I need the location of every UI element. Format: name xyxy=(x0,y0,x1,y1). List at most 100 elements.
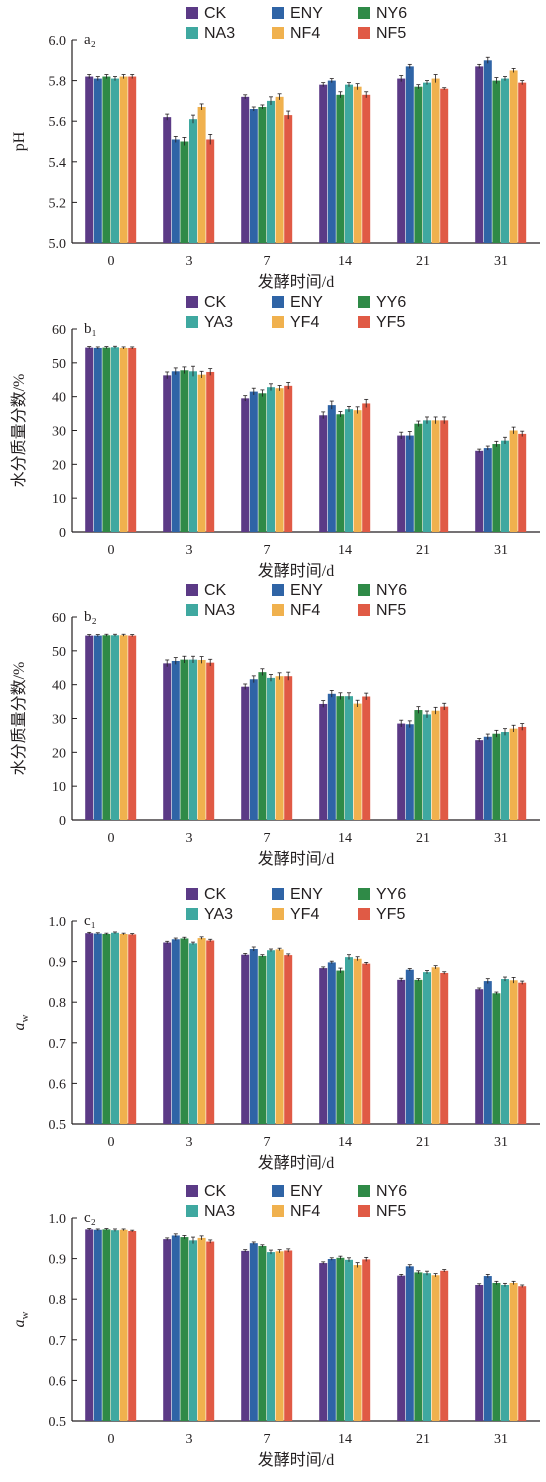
x-axis-title: 发酵时间/d xyxy=(258,273,334,291)
legend-swatch-CK xyxy=(186,296,198,308)
x-tick-label: 21 xyxy=(416,1135,430,1150)
bar-NY6-31 xyxy=(492,1282,501,1421)
bar-CK-31 xyxy=(475,450,484,532)
bar-YY6-21 xyxy=(414,979,423,1124)
bar-NA3-31 xyxy=(501,1284,509,1421)
bar-NY6-14 xyxy=(336,94,345,243)
bar-NY6-0 xyxy=(102,635,111,820)
bar-ENY-3 xyxy=(171,939,180,1124)
bar-NF5-3 xyxy=(206,662,215,820)
bar-NF4-31 xyxy=(509,1282,518,1421)
legend-label-NF4: NF4 xyxy=(290,1203,320,1220)
panel-label: c₁ xyxy=(84,913,96,929)
legend-swatch-YF5 xyxy=(358,316,370,328)
bar-YF4-3 xyxy=(197,374,206,532)
chart-panel-1: 0 10 20 30 40 50 60 0 3 7 14 21 31 发酵时间/d 水分质量分数/% b₁ CK… xyxy=(10,294,540,580)
x-tick-label: 14 xyxy=(338,543,352,558)
bar-YF5-14 xyxy=(362,403,371,532)
bar-YF4-21 xyxy=(431,967,440,1124)
bar-YA3-14 xyxy=(345,409,353,532)
bar-NF4-3 xyxy=(197,1237,206,1421)
bar-ENY-0 xyxy=(93,933,102,1124)
legend-label-YA3: YA3 xyxy=(204,906,233,923)
bar-CK-3 xyxy=(163,375,172,532)
bar-YY6-7 xyxy=(258,955,267,1124)
legend-swatch-NY6 xyxy=(358,584,370,596)
panel-label: a₂ xyxy=(84,32,96,48)
bar-NF5-21 xyxy=(440,1270,449,1421)
y-tick-label: 1.0 xyxy=(49,915,67,930)
bar-YF5-3 xyxy=(206,371,215,532)
legend-swatch-YY6 xyxy=(358,888,370,900)
bar-NY6-3 xyxy=(180,1237,189,1421)
bar-NY6-21 xyxy=(414,710,423,820)
bar-CK-0 xyxy=(85,933,94,1124)
legend-label-NF4: NF4 xyxy=(290,602,320,619)
bar-YF5-7 xyxy=(284,385,293,532)
y-tick-label: 50 xyxy=(52,357,66,372)
bar-CK-3 xyxy=(163,663,172,820)
bar-YA3-31 xyxy=(501,440,509,532)
x-tick-label: 0 xyxy=(108,543,115,558)
bar-YF4-14 xyxy=(353,410,362,532)
bar-YA3-7 xyxy=(267,950,275,1124)
bar-NA3-31 xyxy=(501,78,509,243)
bar-CK-0 xyxy=(85,347,94,532)
bar-NA3-14 xyxy=(345,84,353,243)
legend-swatch-NY6 xyxy=(358,7,370,19)
bar-YF4-0 xyxy=(119,347,128,532)
x-tick-label: 31 xyxy=(494,1432,508,1447)
bar-NF4-21 xyxy=(431,78,440,243)
bar-NY6-7 xyxy=(258,1246,267,1421)
bar-CK-14 xyxy=(319,84,328,243)
bar-NY6-7 xyxy=(258,106,267,244)
bar-NF5-21 xyxy=(440,88,449,243)
legend-label-CK: CK xyxy=(204,5,227,22)
bar-NA3-3 xyxy=(189,1240,197,1421)
legend-label-ENY: ENY xyxy=(290,582,323,599)
legend-swatch-CK xyxy=(186,1185,198,1197)
bar-NF5-14 xyxy=(362,94,371,243)
y-tick-label: 20 xyxy=(52,746,66,761)
y-tick-label: 0.5 xyxy=(49,1415,67,1430)
x-tick-label: 0 xyxy=(108,254,115,269)
legend-swatch-NF4 xyxy=(272,27,284,39)
x-tick-label: 21 xyxy=(416,543,430,558)
bar-NF5-14 xyxy=(362,696,371,820)
bar-YA3-14 xyxy=(345,957,353,1124)
bar-CK-7 xyxy=(241,686,250,820)
y-tick-label: 30 xyxy=(52,425,66,440)
legend-label-ENY: ENY xyxy=(290,5,323,22)
bar-NY6-14 xyxy=(336,1257,345,1421)
bar-ENY-14 xyxy=(327,1259,336,1421)
x-tick-label: 21 xyxy=(416,254,430,269)
x-tick-label: 3 xyxy=(186,254,193,269)
legend-swatch-YA3 xyxy=(186,908,198,920)
panel-label: c₂ xyxy=(84,1210,96,1226)
bar-CK-31 xyxy=(475,740,484,820)
y-tick-label: 0 xyxy=(59,526,66,541)
y-tick-label: 5.2 xyxy=(49,196,67,211)
panel-label: b₂ xyxy=(84,609,97,625)
y-tick-label: 0.6 xyxy=(49,1374,67,1389)
bar-NF5-21 xyxy=(440,706,449,820)
bar-NF4-14 xyxy=(353,86,362,243)
bar-YA3-21 xyxy=(423,972,431,1124)
legend-swatch-YF5 xyxy=(358,908,370,920)
bar-NA3-0 xyxy=(111,78,119,243)
bar-CK-31 xyxy=(475,989,484,1124)
bar-YY6-0 xyxy=(102,933,111,1124)
bar-NF4-21 xyxy=(431,1275,440,1421)
bar-ENY-7 xyxy=(249,679,258,820)
bar-CK-3 xyxy=(163,1239,172,1421)
x-tick-label: 31 xyxy=(494,1135,508,1150)
bar-CK-0 xyxy=(85,635,94,820)
bar-YA3-3 xyxy=(189,943,197,1124)
bar-NF4-7 xyxy=(275,676,284,820)
bar-YF4-3 xyxy=(197,938,206,1124)
bar-YF5-7 xyxy=(284,955,293,1124)
bar-YF5-0 xyxy=(128,347,137,532)
chart-panel-0: 5.0 5.2 5.4 5.6 5.8 6.0 0 3 7 14 21 31 发酵时间/d pH a₂ CK E… xyxy=(11,5,540,291)
legend-swatch-ENY xyxy=(272,1185,284,1197)
